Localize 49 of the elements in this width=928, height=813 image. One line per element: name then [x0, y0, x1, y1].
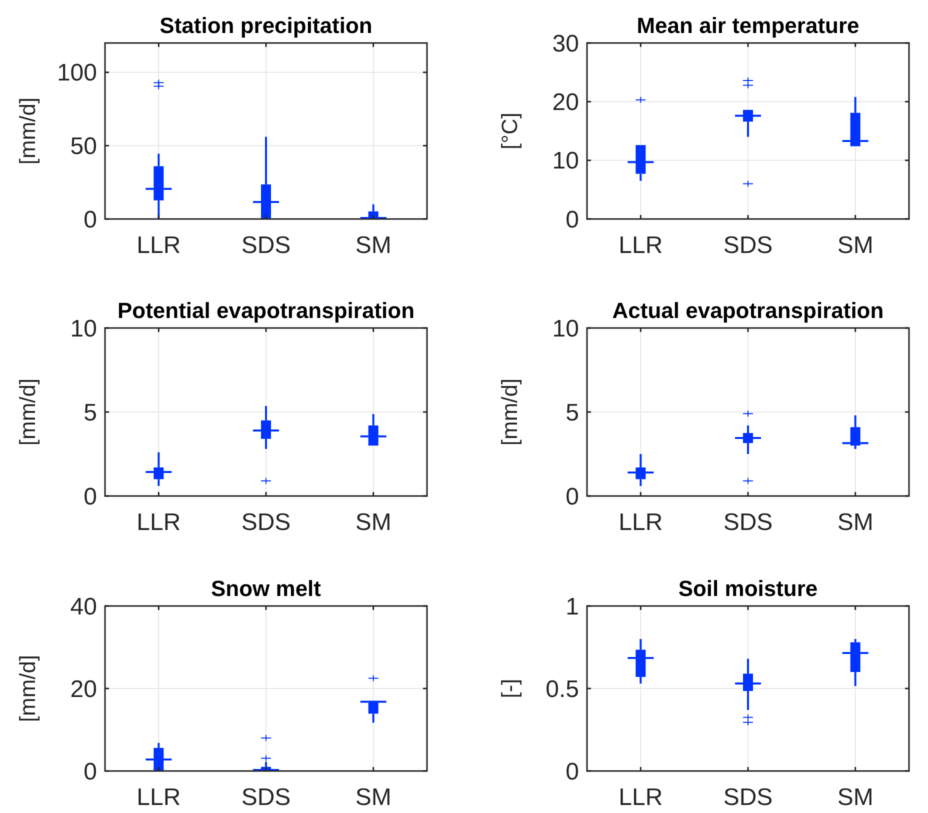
- x-tick-label: SDS: [723, 784, 773, 811]
- y-tick-label: 20: [70, 676, 97, 703]
- x-tick-label: SM: [837, 784, 874, 811]
- y-tick-label: 10: [70, 315, 97, 342]
- chart-title: Soil moisture: [678, 576, 818, 601]
- y-axis-title: [mm/d]: [15, 378, 40, 446]
- y-tick-label: 0: [84, 483, 97, 510]
- y-tick-label: 0: [84, 206, 97, 234]
- y-tick-label: 5: [84, 399, 97, 426]
- y-axis-title: [mm/d]: [15, 97, 40, 165]
- x-tick-label: SDS: [241, 784, 291, 811]
- x-tick-label: LLR: [136, 784, 181, 811]
- x-tick-label: LLR: [618, 784, 663, 811]
- chart-title: Snow melt: [210, 576, 322, 601]
- x-tick-label: SDS: [723, 509, 773, 536]
- x-tick-label: SDS: [241, 232, 291, 259]
- y-axis-title: [-]: [497, 678, 522, 698]
- y-tick-label: 0: [84, 758, 97, 786]
- y-tick-label: 30: [552, 30, 579, 58]
- x-tick-label: SM: [355, 784, 392, 811]
- x-tick-label: LLR: [618, 232, 663, 259]
- y-tick-label: 5: [566, 399, 579, 426]
- y-axis-title: [mm/d]: [15, 654, 40, 722]
- x-tick-label: SM: [837, 509, 874, 536]
- chart-title: Station precipitation: [160, 13, 372, 38]
- x-tick-label: SDS: [241, 509, 291, 536]
- y-tick-label: 10: [552, 148, 579, 175]
- x-tick-label: LLR: [136, 509, 181, 536]
- x-tick-label: LLR: [136, 232, 181, 259]
- chart-title: Mean air temperature: [636, 13, 860, 38]
- x-tick-label: SDS: [723, 232, 773, 259]
- y-tick-label: 0: [566, 758, 579, 786]
- y-tick-label: 100: [56, 60, 97, 87]
- y-tick-label: 40: [70, 593, 97, 620]
- y-tick-label: 0.5: [546, 676, 579, 703]
- chart-title: Potential evapotranspiration: [117, 298, 415, 323]
- chart-title: Actual evapotranspiration: [612, 298, 884, 323]
- y-tick-label: 0: [566, 483, 579, 510]
- x-tick-label: SM: [355, 509, 392, 536]
- y-axis-title: [mm/d]: [497, 378, 522, 446]
- y-tick-label: 50: [70, 133, 97, 160]
- x-tick-label: LLR: [618, 509, 663, 536]
- y-tick-label: 10: [552, 315, 579, 342]
- y-axis-title: [°C]: [497, 112, 522, 150]
- x-tick-label: SM: [837, 232, 874, 259]
- x-tick-label: SM: [355, 232, 392, 259]
- y-tick-label: 0: [566, 206, 579, 234]
- y-tick-label: 20: [552, 89, 579, 116]
- y-tick-label: 1: [566, 593, 579, 620]
